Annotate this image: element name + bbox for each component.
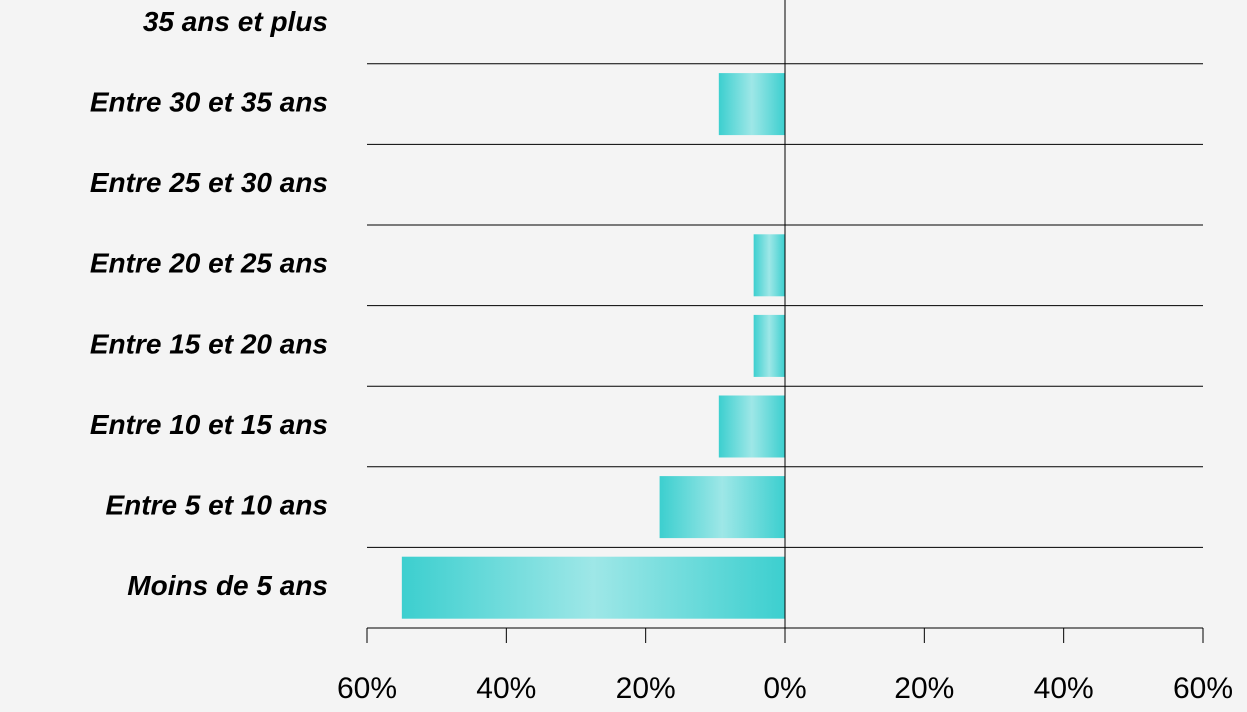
x-tick-label: 40% [476,672,536,705]
x-tick-label: 60% [1173,672,1233,705]
category-label: Entre 25 et 30 ans [90,167,328,198]
bar [659,476,785,539]
x-tick-label: 60% [337,672,397,705]
bar [753,234,785,297]
x-tick-label: 20% [894,672,954,705]
bar [753,314,785,377]
x-tick-label: 20% [616,672,676,705]
bar [718,395,785,458]
bar [401,556,785,619]
x-tick-label: 0% [763,672,806,705]
category-label: 35 ans et plus [143,6,328,37]
category-label: Entre 10 et 15 ans [90,409,328,440]
category-label: Entre 30 et 35 ans [90,86,328,117]
category-label: Entre 20 et 25 ans [90,248,328,279]
x-tick-label: 40% [1034,672,1094,705]
category-label: Entre 5 et 10 ans [105,489,328,520]
bar [718,73,785,136]
category-label: Entre 15 et 20 ans [90,328,328,359]
category-label: Moins de 5 ans [127,570,328,601]
